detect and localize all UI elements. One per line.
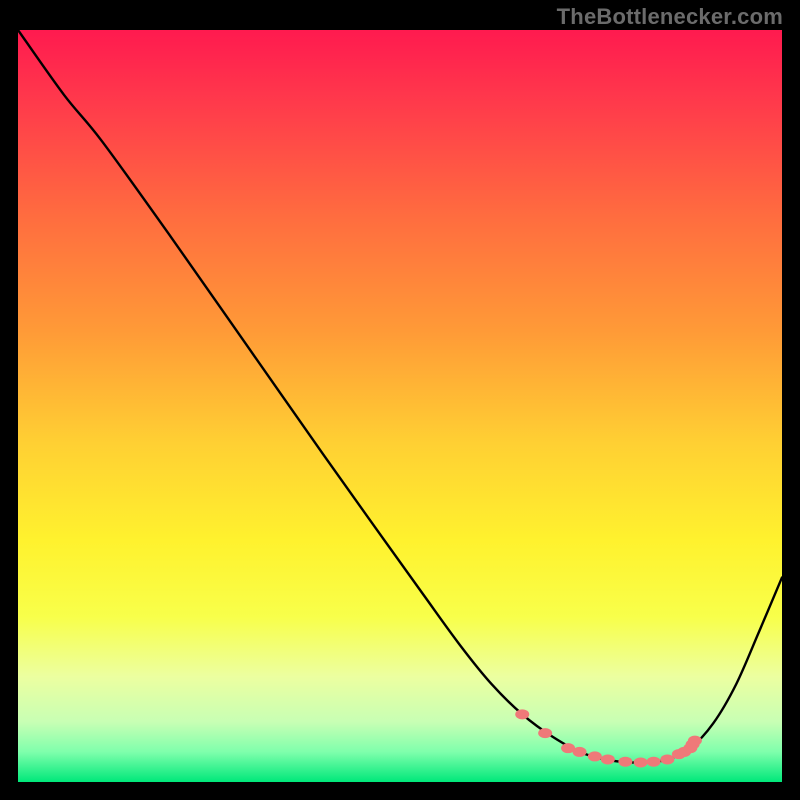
chart-svg xyxy=(18,30,782,782)
curve-marker xyxy=(588,751,602,761)
plot-area xyxy=(18,30,782,782)
curve-marker xyxy=(618,757,632,767)
curve-marker xyxy=(647,757,661,767)
curve-marker xyxy=(601,754,615,764)
curve-marker xyxy=(634,757,648,767)
curve-marker xyxy=(688,736,702,746)
chart-container: TheBottlenecker.com xyxy=(0,0,800,800)
curve-marker xyxy=(538,728,552,738)
curve-marker xyxy=(573,747,587,757)
gradient-background xyxy=(18,30,782,782)
curve-marker xyxy=(660,754,674,764)
curve-marker xyxy=(515,709,529,719)
watermark-text: TheBottlenecker.com xyxy=(557,4,783,30)
